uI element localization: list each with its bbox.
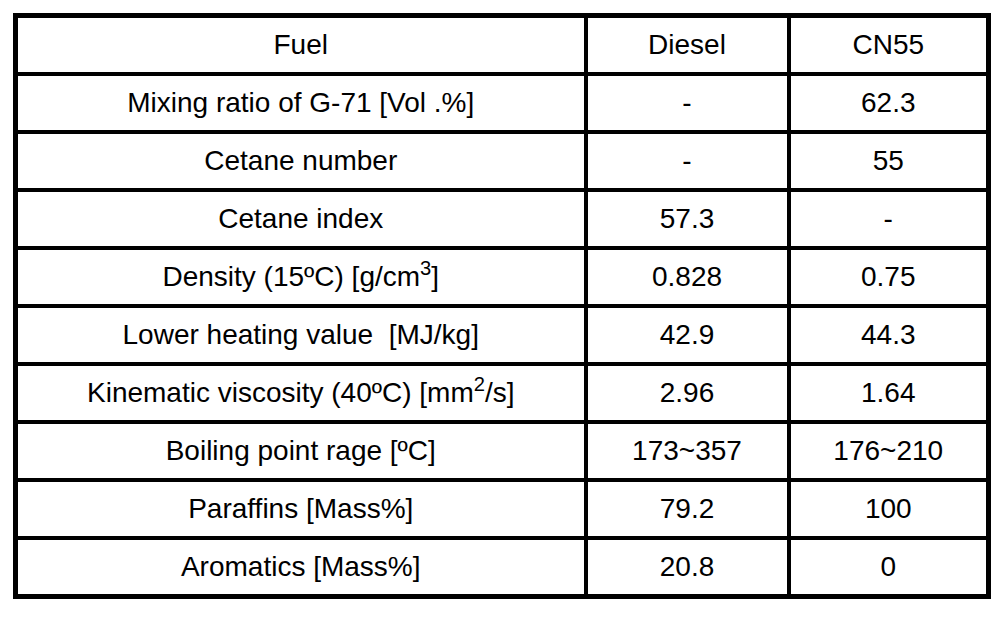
table-row: Boiling point rage [ºC] 173~357 176~210 bbox=[16, 422, 989, 480]
row-label-text: Aromatics [Mass%] bbox=[181, 551, 421, 582]
header-cn55: CN55 bbox=[789, 16, 989, 75]
table-row: Cetane index 57.3 - bbox=[16, 190, 989, 248]
table-row: Cetane number - 55 bbox=[16, 132, 989, 190]
header-fuel: Fuel bbox=[16, 16, 586, 75]
diesel-value-cell: 57.3 bbox=[586, 190, 789, 248]
diesel-value-cell: 0.828 bbox=[586, 248, 789, 306]
row-label-text: Lower heating value [MJ/kg] bbox=[123, 319, 479, 350]
row-label-cell: Lower heating value [MJ/kg] bbox=[16, 306, 586, 364]
row-label-text: Paraffins [Mass%] bbox=[188, 493, 413, 524]
cn55-value-cell: - bbox=[789, 190, 989, 248]
cn55-value-cell: 0.75 bbox=[789, 248, 989, 306]
table-header-row: Fuel Diesel CN55 bbox=[16, 16, 989, 75]
diesel-value-cell: 2.96 bbox=[586, 364, 789, 422]
cn55-value-cell: 62.3 bbox=[789, 74, 989, 132]
cn55-value-cell: 100 bbox=[789, 480, 989, 538]
row-label-text: Cetane index bbox=[218, 203, 383, 234]
diesel-value-cell: - bbox=[586, 132, 789, 190]
row-label-text: Density (15ºC) [g/cm bbox=[162, 261, 420, 292]
table-row: Mixing ratio of G-71 [Vol .%] - 62.3 bbox=[16, 74, 989, 132]
fuel-properties-table: Fuel Diesel CN55 Mixing ratio of G-71 [V… bbox=[13, 13, 991, 599]
row-label-cell: Aromatics [Mass%] bbox=[16, 538, 586, 597]
cn55-value-cell: 44.3 bbox=[789, 306, 989, 364]
row-label-text-end: ] bbox=[431, 261, 439, 292]
table-row: Kinematic viscosity (40ºC) [mm2/s] 2.96 … bbox=[16, 364, 989, 422]
diesel-value-cell: 173~357 bbox=[586, 422, 789, 480]
diesel-value-cell: - bbox=[586, 74, 789, 132]
page: Fuel Diesel CN55 Mixing ratio of G-71 [V… bbox=[0, 0, 1000, 620]
table-row: Aromatics [Mass%] 20.8 0 bbox=[16, 538, 989, 597]
diesel-value-cell: 79.2 bbox=[586, 480, 789, 538]
header-diesel: Diesel bbox=[586, 16, 789, 75]
row-label-superscript: 3 bbox=[420, 257, 431, 279]
row-label-text: Cetane number bbox=[204, 145, 397, 176]
cn55-value-cell: 0 bbox=[789, 538, 989, 597]
row-label-cell: Paraffins [Mass%] bbox=[16, 480, 586, 538]
cn55-value-cell: 55 bbox=[789, 132, 989, 190]
row-label-cell: Boiling point rage [ºC] bbox=[16, 422, 586, 480]
table-row: Density (15ºC) [g/cm3] 0.828 0.75 bbox=[16, 248, 989, 306]
row-label-text: Kinematic viscosity (40ºC) [mm bbox=[87, 377, 474, 408]
row-label-cell: Density (15ºC) [g/cm3] bbox=[16, 248, 586, 306]
row-label-cell: Kinematic viscosity (40ºC) [mm2/s] bbox=[16, 364, 586, 422]
row-label-cell: Cetane index bbox=[16, 190, 586, 248]
table-row: Paraffins [Mass%] 79.2 100 bbox=[16, 480, 989, 538]
diesel-value-cell: 20.8 bbox=[586, 538, 789, 597]
table-row: Lower heating value [MJ/kg] 42.9 44.3 bbox=[16, 306, 989, 364]
row-label-text: Mixing ratio of G-71 [Vol .%] bbox=[127, 87, 474, 118]
row-label-text-end: /s] bbox=[485, 377, 515, 408]
cn55-value-cell: 1.64 bbox=[789, 364, 989, 422]
cn55-value-cell: 176~210 bbox=[789, 422, 989, 480]
row-label-superscript: 2 bbox=[474, 373, 485, 395]
row-label-cell: Mixing ratio of G-71 [Vol .%] bbox=[16, 74, 586, 132]
diesel-value-cell: 42.9 bbox=[586, 306, 789, 364]
row-label-cell: Cetane number bbox=[16, 132, 586, 190]
row-label-text: Boiling point rage [ºC] bbox=[166, 435, 436, 466]
